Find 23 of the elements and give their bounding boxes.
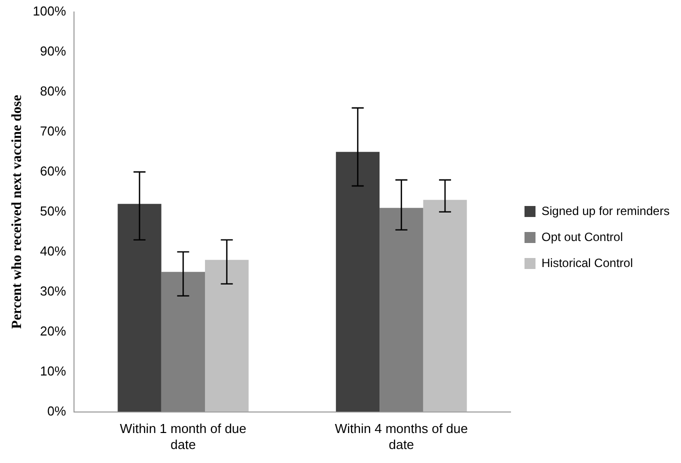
legend-label: Signed up for reminders <box>542 204 670 218</box>
y-tick-label: 50% <box>40 203 66 218</box>
y-tick-label: 100% <box>32 4 66 19</box>
y-axis-title: Percent who received next vaccine dose <box>10 94 26 329</box>
y-tick-label: 80% <box>40 84 66 99</box>
y-tick-label: 0% <box>47 403 66 418</box>
bar <box>118 204 162 412</box>
y-tick-label: 40% <box>40 243 66 258</box>
bar <box>380 208 424 412</box>
bar <box>336 152 380 412</box>
bar <box>204 260 249 412</box>
legend-label: Opt out Control <box>542 230 623 244</box>
y-tick-label: 60% <box>40 164 66 178</box>
x-tick-label: Within 4 months of due date <box>334 421 468 452</box>
x-tick-label: Within 1 month of due date <box>120 421 246 452</box>
bar <box>423 200 467 412</box>
y-tick-label: 70% <box>40 124 66 139</box>
bar <box>161 272 205 412</box>
y-tick-label: 90% <box>40 44 66 59</box>
y-tick-label: 20% <box>40 323 66 338</box>
y-tick-label: 10% <box>40 363 66 378</box>
y-tick-label: 30% <box>40 283 66 298</box>
legend-label: Historical Control <box>542 256 633 270</box>
